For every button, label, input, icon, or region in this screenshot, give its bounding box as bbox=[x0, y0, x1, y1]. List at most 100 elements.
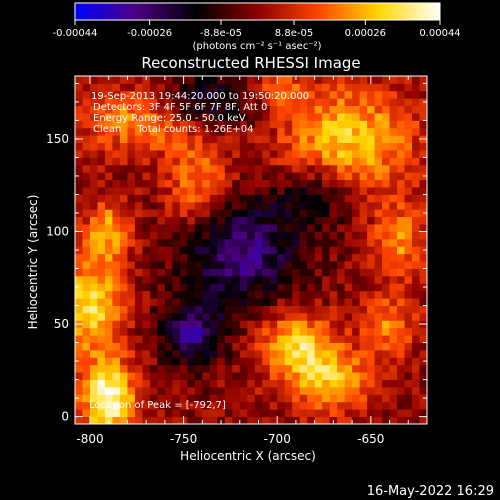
heatmap-cell bbox=[187, 401, 196, 410]
heatmap-cell bbox=[239, 231, 248, 240]
heatmap-cell bbox=[134, 142, 143, 151]
heatmap-cell bbox=[367, 135, 375, 144]
heatmap-cell bbox=[104, 386, 113, 395]
heatmap-cell bbox=[164, 379, 173, 388]
y-tick-label: 150 bbox=[46, 132, 69, 146]
heatmap-cell bbox=[97, 342, 106, 351]
heatmap-cell bbox=[112, 127, 121, 136]
heatmap-cell bbox=[202, 90, 211, 99]
heatmap-cell bbox=[89, 401, 98, 410]
heatmap-cell bbox=[397, 172, 405, 181]
heatmap-cell bbox=[322, 372, 331, 380]
heatmap-cell bbox=[202, 290, 211, 299]
heatmap-cell bbox=[82, 335, 91, 343]
heatmap-cell bbox=[337, 216, 346, 225]
heatmap-cell bbox=[202, 372, 211, 380]
heatmap-cell bbox=[112, 179, 121, 188]
heatmap-cell bbox=[412, 342, 420, 351]
heatmap-cell bbox=[277, 135, 286, 144]
heatmap-cell bbox=[149, 172, 158, 181]
heatmap-cell bbox=[164, 261, 173, 269]
heatmap-cell bbox=[359, 312, 368, 321]
heatmap-cell bbox=[104, 113, 113, 121]
heatmap-cell bbox=[239, 150, 248, 158]
heatmap-cell bbox=[307, 142, 316, 151]
heatmap-cell bbox=[89, 342, 98, 351]
heatmap-cell bbox=[247, 305, 256, 314]
heatmap-cell bbox=[127, 127, 136, 136]
colorbar-units-label: (photons cm⁻² s⁻¹ asec⁻²) bbox=[192, 41, 321, 52]
heatmap-cell bbox=[239, 216, 248, 225]
heatmap-cell bbox=[329, 120, 338, 129]
heatmap-cell bbox=[75, 201, 83, 210]
heatmap-cell bbox=[97, 312, 106, 321]
heatmap-cell bbox=[389, 283, 398, 292]
heatmap-cell bbox=[179, 372, 188, 380]
heatmap-cell bbox=[374, 320, 383, 329]
heatmap-cell bbox=[75, 275, 83, 284]
heatmap-cell bbox=[352, 194, 360, 203]
heatmap-cell bbox=[239, 157, 248, 166]
heatmap-cell bbox=[254, 246, 263, 255]
heatmap-cell bbox=[419, 142, 427, 151]
heatmap-cell bbox=[82, 312, 91, 321]
heatmap-cell bbox=[359, 231, 368, 240]
heatmap-cell bbox=[75, 364, 83, 373]
heatmap-cell bbox=[367, 335, 375, 343]
heatmap-cell bbox=[397, 209, 405, 218]
heatmap-cell bbox=[82, 83, 91, 92]
heatmap-cell bbox=[134, 172, 143, 181]
heatmap-cell bbox=[149, 209, 158, 218]
heatmap-cell bbox=[374, 76, 383, 84]
heatmap-cell bbox=[187, 164, 196, 173]
heatmap-cell bbox=[307, 290, 316, 299]
heatmap-cell bbox=[217, 253, 226, 262]
heatmap-cell bbox=[344, 194, 353, 203]
heatmap-cell bbox=[209, 327, 218, 336]
heatmap-cell bbox=[352, 201, 360, 210]
heatmap-cell bbox=[299, 142, 308, 151]
heatmap-cell bbox=[374, 135, 383, 144]
heatmap-cell bbox=[262, 342, 271, 351]
heatmap-cell bbox=[217, 194, 226, 203]
heatmap-cell bbox=[157, 201, 166, 210]
heatmap-cell bbox=[97, 401, 106, 410]
heatmap-cell bbox=[209, 290, 218, 299]
heatmap-cell bbox=[397, 312, 405, 321]
heatmap-cell bbox=[97, 224, 106, 232]
heatmap-cell bbox=[172, 231, 181, 240]
heatmap-cell bbox=[292, 372, 301, 380]
heatmap-cell bbox=[292, 364, 301, 373]
heatmap-cell bbox=[224, 127, 233, 136]
heatmap-cell bbox=[239, 320, 248, 329]
heatmap-cell bbox=[209, 253, 218, 262]
heatmap-cell bbox=[164, 283, 173, 292]
heatmap-cell bbox=[404, 238, 413, 247]
heatmap-cell bbox=[322, 231, 331, 240]
heatmap-cell bbox=[89, 349, 98, 358]
heatmap-cell bbox=[329, 283, 338, 292]
heatmap-cell bbox=[217, 364, 226, 373]
heatmap-cell bbox=[322, 164, 331, 173]
heatmap-cell bbox=[104, 105, 113, 114]
heatmap-cell bbox=[157, 357, 166, 366]
heatmap-cell bbox=[119, 261, 128, 269]
heatmap-cell bbox=[412, 372, 420, 380]
heatmap-cell bbox=[269, 135, 278, 144]
heatmap-cell bbox=[97, 409, 106, 417]
heatmap-cell bbox=[224, 105, 233, 114]
heatmap-cell bbox=[314, 231, 323, 240]
heatmap-cell bbox=[104, 83, 113, 92]
heatmap-cell bbox=[382, 216, 390, 225]
heatmap-cell bbox=[209, 298, 218, 306]
heatmap-cell bbox=[164, 386, 173, 395]
heatmap-cell bbox=[179, 179, 188, 188]
heatmap-cell bbox=[194, 164, 203, 173]
heatmap-cell bbox=[344, 135, 353, 144]
heatmap-cell bbox=[254, 327, 263, 336]
heatmap-cell bbox=[292, 105, 301, 114]
heatmap-cell bbox=[194, 216, 203, 225]
heatmap-cell bbox=[224, 194, 233, 203]
heatmap-cell bbox=[142, 305, 151, 314]
heatmap-cell bbox=[314, 164, 323, 173]
